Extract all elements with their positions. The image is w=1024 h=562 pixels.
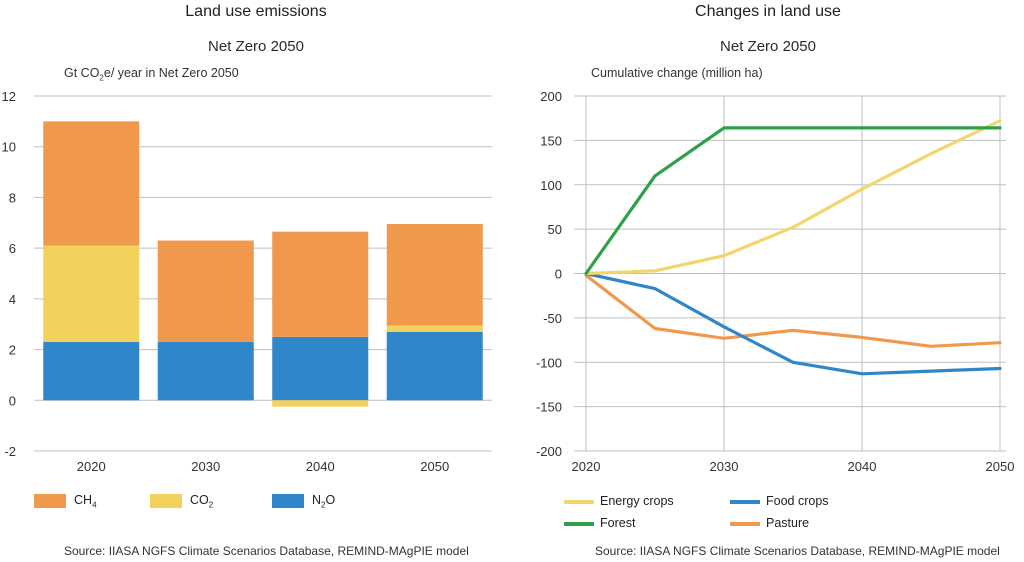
line-chart: -200 -150 -100 -50 0 50 100 150 200 2020 2030 2040 2… (536, 89, 1015, 474)
bar-n2o-2030 (157, 341, 254, 401)
legend-label: Pasture (766, 516, 810, 530)
chart-source: Source: IIASA NGFS Climate Scenarios Dat… (595, 544, 1000, 558)
legend-label: Food crops (766, 494, 829, 508)
y-tick-label: 10 (2, 140, 16, 155)
unit-prefix: Gt CO (64, 66, 100, 80)
y-tick-label: -2 (4, 444, 16, 459)
x-tick-label: 2020 (77, 459, 106, 474)
bar-ch4-2040 (272, 231, 369, 337)
y-tick-label: 0 (555, 267, 562, 282)
land-use-emissions-panel: Land use emissions Net Zero 2050 Gt CO2e… (2, 3, 492, 558)
legend-label: CO2 (190, 493, 214, 510)
legend-swatch (150, 494, 182, 508)
legend-swatch (564, 500, 594, 504)
bar-n2o-2050 (386, 331, 483, 401)
y-tick-label: 4 (9, 292, 16, 307)
y-tick-label: 8 (9, 190, 16, 205)
y-tick-label: 6 (9, 241, 16, 256)
line-food-crops (584, 271, 1002, 376)
y-tick-label: 2 (9, 343, 16, 358)
x-tick-label: 2040 (848, 459, 877, 474)
x-tick-label: 2030 (191, 459, 220, 474)
chart-subtitle: Net Zero 2050 (720, 38, 816, 55)
legend-label: N2O (312, 493, 336, 510)
chart-subtitle: Net Zero 2050 (208, 38, 304, 55)
y-tick-label: 0 (9, 393, 16, 408)
legend-swatch (730, 500, 760, 504)
bar-n2o-2040 (272, 336, 369, 401)
x-tick-label: 2040 (306, 459, 335, 474)
chart-source: Source: IIASA NGFS Climate Scenarios Dat… (64, 544, 469, 558)
y-tick-label: -50 (543, 311, 562, 326)
x-tick-label: 2030 (710, 459, 739, 474)
legend-label: CH4 (74, 493, 97, 510)
y-axis-unit-label: Cumulative change (million ha) (591, 66, 763, 80)
legend-swatch (34, 494, 66, 508)
legend-swatch (272, 494, 304, 508)
line-pasture (584, 273, 1002, 348)
bar-ch4-2030 (157, 240, 254, 342)
line-forest (584, 126, 1002, 276)
bar-co2-2020 (43, 245, 140, 342)
y-tick-label: 150 (540, 133, 562, 148)
unit-suffix: e/ year in Net Zero 2050 (103, 66, 239, 80)
legend-swatch (730, 522, 760, 526)
chart-title: Changes in land use (695, 3, 841, 20)
y-tick-label: -150 (536, 400, 562, 415)
unit-subscript: 2 (99, 73, 104, 83)
bar-chart: -2 0 2 4 6 8 10 12 2020 2030 2040 2050 (2, 89, 492, 474)
line-energy-crops (584, 119, 1002, 276)
legend-swatch (564, 522, 594, 526)
y-tick-label: 100 (540, 178, 562, 193)
bar-ch4-2050 (386, 224, 483, 326)
bar-co2-2040 (272, 400, 369, 407)
x-tick-label: 2050 (986, 459, 1015, 474)
y-tick-label: 50 (548, 222, 562, 237)
y-axis-unit-label: Gt CO2e/ year in Net Zero 2050 (64, 66, 239, 83)
y-tick-label: -200 (536, 444, 562, 459)
bar-co2-2050 (386, 325, 483, 332)
bar-n2o-2020 (43, 341, 140, 401)
y-tick-label: 200 (540, 89, 562, 104)
chart-title: Land use emissions (185, 3, 327, 20)
legend-label: Forest (600, 516, 636, 530)
legend-label: Energy crops (600, 494, 674, 508)
x-tick-label: 2020 (572, 459, 601, 474)
y-tick-label: -100 (536, 355, 562, 370)
y-tick-label: 12 (2, 89, 16, 104)
x-tick-label: 2050 (420, 459, 449, 474)
land-use-change-panel: Changes in land use Net Zero 2050 Cumula… (512, 0, 1024, 562)
bar-ch4-2020 (43, 121, 140, 246)
